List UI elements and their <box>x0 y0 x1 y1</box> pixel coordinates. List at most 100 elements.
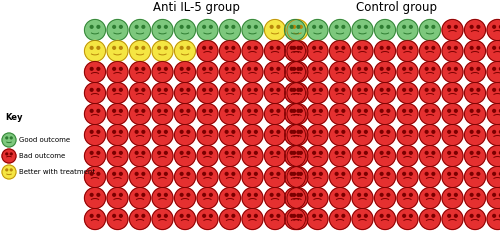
Circle shape <box>342 89 344 91</box>
Circle shape <box>174 145 196 167</box>
Circle shape <box>374 41 396 61</box>
Circle shape <box>158 47 160 49</box>
Circle shape <box>152 61 173 83</box>
Circle shape <box>352 83 373 103</box>
Circle shape <box>130 61 150 83</box>
Circle shape <box>197 19 218 41</box>
Circle shape <box>364 215 367 217</box>
Circle shape <box>242 125 263 145</box>
Circle shape <box>374 209 396 229</box>
Circle shape <box>470 215 473 217</box>
Circle shape <box>232 109 234 112</box>
Circle shape <box>387 109 390 112</box>
Circle shape <box>226 193 228 196</box>
Circle shape <box>300 89 302 91</box>
Circle shape <box>454 67 457 70</box>
Circle shape <box>174 103 196 125</box>
Circle shape <box>284 125 306 145</box>
Circle shape <box>403 25 406 28</box>
Circle shape <box>130 145 150 167</box>
Circle shape <box>10 153 12 155</box>
Circle shape <box>113 131 116 133</box>
Circle shape <box>448 89 450 91</box>
Circle shape <box>220 209 240 229</box>
Circle shape <box>387 193 390 196</box>
Circle shape <box>307 19 328 41</box>
Circle shape <box>248 25 250 28</box>
Circle shape <box>387 151 390 154</box>
Circle shape <box>220 125 240 145</box>
Circle shape <box>410 109 412 112</box>
Circle shape <box>248 109 250 112</box>
Circle shape <box>136 131 138 133</box>
Circle shape <box>142 89 144 91</box>
Circle shape <box>487 125 500 145</box>
Circle shape <box>254 215 257 217</box>
Circle shape <box>136 173 138 175</box>
Circle shape <box>226 89 228 91</box>
Circle shape <box>187 67 190 70</box>
Circle shape <box>300 67 302 70</box>
Circle shape <box>420 125 440 145</box>
Circle shape <box>364 109 367 112</box>
Circle shape <box>403 193 406 196</box>
Circle shape <box>493 215 496 217</box>
Circle shape <box>226 173 228 175</box>
Circle shape <box>264 125 285 145</box>
Circle shape <box>242 83 263 103</box>
Circle shape <box>403 89 406 91</box>
Circle shape <box>336 25 338 28</box>
Circle shape <box>293 67 296 70</box>
Circle shape <box>130 125 150 145</box>
Circle shape <box>220 187 240 209</box>
Circle shape <box>107 209 128 229</box>
Circle shape <box>152 103 173 125</box>
Circle shape <box>387 131 390 133</box>
Circle shape <box>142 109 144 112</box>
Circle shape <box>374 19 396 41</box>
Circle shape <box>380 25 383 28</box>
Circle shape <box>336 47 338 49</box>
Circle shape <box>442 187 463 209</box>
Circle shape <box>174 19 196 41</box>
Circle shape <box>158 25 160 28</box>
Circle shape <box>107 19 128 41</box>
Circle shape <box>297 215 300 217</box>
Circle shape <box>477 25 480 28</box>
Circle shape <box>264 83 285 103</box>
Circle shape <box>358 25 360 28</box>
Circle shape <box>270 89 273 91</box>
Circle shape <box>290 193 293 196</box>
Circle shape <box>158 67 160 70</box>
Circle shape <box>120 131 122 133</box>
Circle shape <box>287 103 308 125</box>
Circle shape <box>97 151 100 154</box>
Circle shape <box>270 109 273 112</box>
Circle shape <box>320 109 322 112</box>
Circle shape <box>448 173 450 175</box>
Circle shape <box>84 145 105 167</box>
Circle shape <box>364 193 367 196</box>
Circle shape <box>432 25 434 28</box>
Circle shape <box>284 167 306 187</box>
Circle shape <box>493 25 496 28</box>
Circle shape <box>203 151 205 154</box>
Circle shape <box>374 61 396 83</box>
Text: Anti IL-5 group: Anti IL-5 group <box>153 1 240 14</box>
Circle shape <box>432 173 434 175</box>
Circle shape <box>84 41 105 61</box>
Circle shape <box>493 193 496 196</box>
Circle shape <box>293 193 296 196</box>
Circle shape <box>352 61 373 83</box>
Circle shape <box>420 145 440 167</box>
Circle shape <box>320 47 322 49</box>
Circle shape <box>477 151 480 154</box>
Circle shape <box>477 193 480 196</box>
Circle shape <box>403 109 406 112</box>
Circle shape <box>254 109 257 112</box>
Circle shape <box>152 145 173 167</box>
Circle shape <box>493 173 496 175</box>
Circle shape <box>432 67 434 70</box>
Circle shape <box>397 41 418 61</box>
Circle shape <box>358 109 360 112</box>
